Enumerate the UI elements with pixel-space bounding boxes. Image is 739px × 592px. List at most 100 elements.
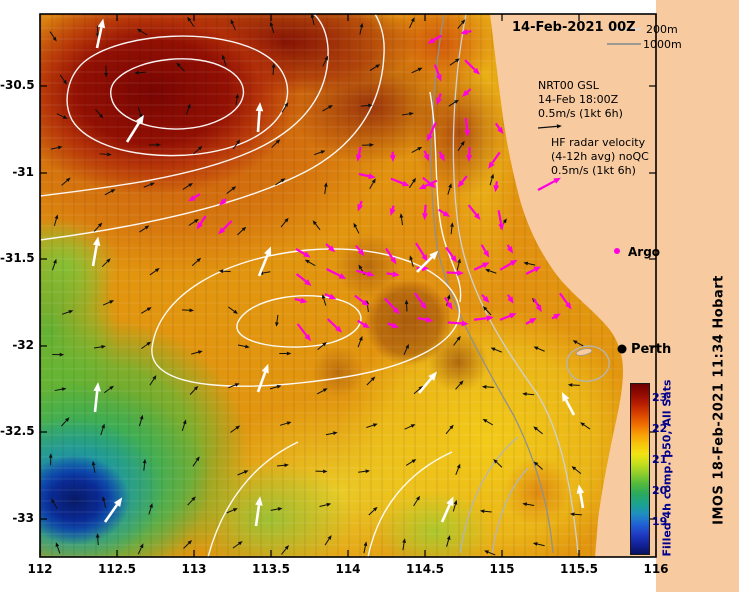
hf-radar-arrow (493, 181, 500, 193)
hf-legend-line1: HF radar velocity (551, 136, 646, 149)
current-arrow (102, 300, 115, 306)
current-arrow (51, 498, 58, 510)
current-arrow (59, 74, 68, 85)
colorbar-tick-21: 21 (652, 453, 668, 466)
current-arrow (56, 113, 68, 119)
current-arrow (479, 509, 492, 514)
current-arrow (93, 222, 103, 232)
current-arrow (358, 469, 371, 474)
hf-radar-arrow (219, 198, 227, 206)
current-arrow (362, 143, 375, 147)
current-arrow (484, 268, 497, 274)
current-arrow (411, 67, 423, 74)
current-arrow (149, 375, 157, 386)
current-arrow (95, 109, 104, 119)
velocity-vector-layer (48, 14, 591, 556)
current-arrow (100, 423, 105, 436)
argo-legend-label: Argo (628, 245, 661, 259)
current-arrow (138, 414, 144, 427)
current-arrow (317, 342, 327, 350)
surface-current-arrow (95, 18, 106, 49)
hf-radar-arrow (462, 88, 472, 97)
x-tick-115-5: 115.5 (560, 562, 598, 576)
surface-current-arrow (256, 363, 269, 393)
hf-radar-arrow (488, 151, 501, 169)
colorbar-tick-23: 23 (652, 391, 668, 404)
hf-radar-arrow (390, 177, 410, 187)
current-arrow (482, 418, 494, 426)
current-arrow (188, 218, 199, 226)
current-arrow (99, 152, 112, 157)
current-arrow (363, 541, 368, 554)
current-arrow (235, 93, 239, 106)
current-arrow (571, 466, 582, 474)
current-arrow (185, 103, 191, 115)
current-arrow (446, 535, 451, 547)
hf-radar-arrow (387, 322, 399, 328)
gsl-legend-line1: NRT00 GSL (538, 79, 599, 92)
current-arrow (187, 16, 195, 27)
hf-radar-arrow (464, 117, 471, 137)
current-arrow (48, 453, 53, 466)
isobath-1000-label: 1000m (643, 38, 682, 51)
current-arrow (104, 189, 116, 196)
current-arrow (580, 422, 591, 430)
current-arrow (275, 314, 279, 327)
hf-radar-arrow (481, 294, 490, 304)
current-arrow (413, 495, 421, 507)
current-arrow (455, 463, 461, 475)
current-arrow (53, 214, 59, 227)
hf-radar-arrow (422, 176, 436, 189)
current-arrow (227, 306, 238, 314)
hf-radar-arrow (507, 294, 514, 304)
right-margin-land-strip (656, 0, 739, 592)
axis-tick-marks (39, 14, 657, 557)
y-tick-32: -32 (12, 338, 34, 352)
hf-radar-arrow (417, 316, 434, 323)
current-arrow (142, 458, 147, 471)
current-arrow (533, 461, 543, 470)
current-arrow (450, 222, 454, 235)
current-arrow (61, 177, 71, 186)
current-arrow (91, 460, 96, 473)
current-arrow (484, 550, 496, 556)
hf-radar-arrow (445, 246, 458, 263)
current-arrow (61, 310, 74, 315)
hf-radar-arrow (533, 298, 542, 313)
surface-current-arrow (576, 484, 585, 509)
current-arrow (93, 344, 106, 349)
gsl-legend-line3: 0.5m/s (1kt 6h) (538, 107, 623, 120)
current-arrow (404, 424, 416, 430)
hf-radar-arrow (467, 204, 481, 221)
hf-radar-arrow (413, 292, 427, 310)
hf-radar-arrow (294, 297, 308, 304)
x-tick-112-5: 112.5 (98, 562, 136, 576)
hf-radar-arrow (325, 243, 336, 253)
current-arrow (304, 259, 316, 267)
current-arrow (104, 65, 109, 78)
current-arrow (276, 463, 289, 468)
hf-radar-arrow (497, 210, 505, 231)
surface-current-arrow (91, 236, 101, 267)
hf-radar-arrow (384, 297, 400, 315)
current-arrow (230, 19, 236, 31)
current-arrow (532, 542, 545, 547)
current-arrow (369, 178, 376, 190)
current-arrow (310, 14, 315, 26)
hf-legend-line3: 0.5m/s (1kt 6h) (551, 164, 636, 177)
sst-colorbar (630, 383, 650, 555)
current-arrow (61, 417, 70, 427)
hf-radar-arrow (324, 293, 337, 300)
current-arrow (567, 383, 580, 387)
hf-radar-arrow (457, 175, 468, 188)
x-tick-113: 113 (181, 562, 207, 576)
hf-radar-arrow (354, 294, 369, 307)
hf-radar-arrow (326, 318, 343, 333)
current-arrow (279, 351, 292, 356)
current-arrow (280, 217, 289, 228)
hf-radar-arrow (358, 172, 376, 179)
current-arrow (315, 469, 328, 474)
current-arrow (281, 545, 289, 555)
current-arrow (182, 308, 195, 313)
